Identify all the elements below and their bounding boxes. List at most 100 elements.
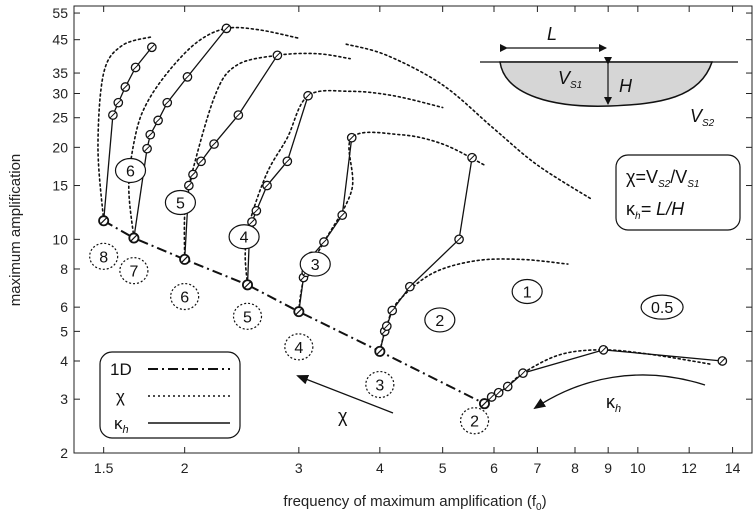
length-label: L (547, 24, 557, 44)
kappa-direction-arrow: κh (533, 374, 706, 415)
plot-frame (73, 5, 753, 454)
y-tick-label: 2 (60, 445, 68, 461)
kappa-point-slash (109, 112, 116, 119)
chi-label-bubble (89, 242, 119, 270)
y-axis-label: maximum amplification (7, 154, 24, 307)
kappa-label-bubble (228, 224, 260, 250)
y-tick-label: 55 (52, 5, 68, 21)
kappa-point-slash (253, 207, 260, 214)
kappa-label: 2 (435, 313, 444, 330)
kappa-point-slash (155, 117, 162, 124)
legend-label-chi: χ (116, 387, 125, 406)
chi-direction-arrow: χ (296, 374, 394, 426)
vs1-label: VS1 (558, 68, 582, 91)
x-tick-label: 10 (630, 460, 646, 476)
kappa-point-slash (456, 236, 463, 243)
legend-frame (99, 351, 241, 439)
kappa-label-bubble (511, 278, 543, 305)
x-tick-label: 1.5 (94, 460, 114, 476)
kappa-label: 3 (311, 257, 320, 274)
chi-curve (244, 89, 444, 286)
kappa-point-slash (184, 73, 191, 80)
kappa-label: 0.5 (651, 300, 673, 317)
one-d-point-slash (100, 217, 107, 225)
x-tick-label: 9 (604, 460, 612, 476)
one-d-point-slash (181, 256, 188, 263)
x-tick-label: 2 (181, 460, 189, 476)
one-d-curve (98, 215, 490, 410)
x-tick-label: 12 (681, 460, 697, 476)
kappa-point-slash (520, 370, 526, 377)
one-d-point-slash (481, 400, 488, 407)
kappa-point-slash (164, 99, 171, 106)
chi-definition: χ=VS2/VS1 (626, 167, 699, 190)
y-tick-label: 6 (60, 299, 68, 315)
curve-labels: 6 5 4 3 2 1 0.5 8 7 6 5 4 3 2 (89, 157, 684, 435)
y-tick-label: 15 (52, 178, 68, 194)
kappa-label: 4 (240, 230, 249, 247)
kappa-point-slash (321, 239, 327, 245)
x-tick-label: 6 (490, 460, 498, 476)
one-d-point-slash (130, 234, 138, 242)
x-tick-label: 8 (571, 460, 579, 476)
kappa-point-slash (264, 182, 271, 189)
kappa-point-slash (348, 134, 355, 141)
kappa-label-bubble (164, 189, 197, 216)
kappa-point-slash (211, 141, 218, 148)
chi-arrow-label: χ (338, 406, 348, 426)
y-tick-label: 5 (60, 323, 68, 339)
kappa-point-slash (274, 52, 281, 59)
one-d-point-slash (295, 308, 303, 315)
y-tick-label: 8 (60, 261, 68, 277)
kappa-point-slash (339, 212, 346, 219)
x-tick-label: 5 (439, 460, 447, 476)
kappa-label-bubble (114, 157, 147, 184)
kappa-point-slash (223, 25, 230, 32)
chi-label: 3 (375, 378, 384, 395)
one-d-point-slash (376, 348, 384, 355)
kappa-point-slash (406, 283, 413, 290)
chi-curve (97, 35, 153, 222)
kappa-curve (246, 95, 309, 285)
y-tick-label: 45 (52, 32, 68, 48)
kappa-label: 5 (176, 195, 185, 212)
kappa-point-slash (719, 358, 726, 364)
kappa-arrow-label: κh (606, 392, 621, 415)
kappa-point-slash (148, 44, 155, 51)
x-tick-label: 7 (534, 460, 542, 476)
chi-label-bubble (459, 407, 490, 435)
kappa-label-bubble (299, 251, 331, 277)
basin-inset: L H VS1 VS2 (480, 24, 738, 129)
kappa-point-slash (600, 346, 607, 353)
chi-label-bubble (170, 282, 200, 311)
y-tick-label: 30 (52, 86, 68, 102)
kappa-point-slash (495, 389, 502, 396)
chi-label: 2 (470, 414, 479, 431)
chi-arrow-line (296, 374, 394, 414)
y-tick-label: 4 (60, 353, 68, 369)
basin-shape (499, 61, 714, 107)
y-tick-label: 10 (52, 231, 68, 247)
y-tick-label: 20 (52, 139, 68, 155)
x-tick-label: 14 (725, 460, 741, 476)
kappa-curve (103, 46, 153, 221)
y-tick-label: 25 (52, 110, 68, 126)
kappa-point-slash (235, 112, 242, 119)
chi-label-bubble (284, 333, 314, 361)
kappa-point-slash (504, 383, 511, 390)
x-axis-label: frequency of maximum amplification (f0) (283, 493, 546, 513)
chi-curve (345, 43, 593, 201)
kappa-label: 6 (126, 163, 135, 180)
chi-label-bubble (119, 257, 149, 285)
kappa-curve (298, 137, 353, 312)
y-tick-label: 3 (60, 391, 68, 407)
x-tick-label: 3 (295, 460, 303, 476)
kappa-point-slash (132, 64, 139, 71)
chi-curve (183, 52, 351, 261)
chi-label: 6 (180, 290, 189, 307)
kappa-label-bubble (640, 294, 684, 320)
kappa-definition: κh= L/H (626, 199, 685, 222)
kappa-arrow-line (533, 374, 706, 410)
kappa-point-slash (469, 154, 476, 161)
